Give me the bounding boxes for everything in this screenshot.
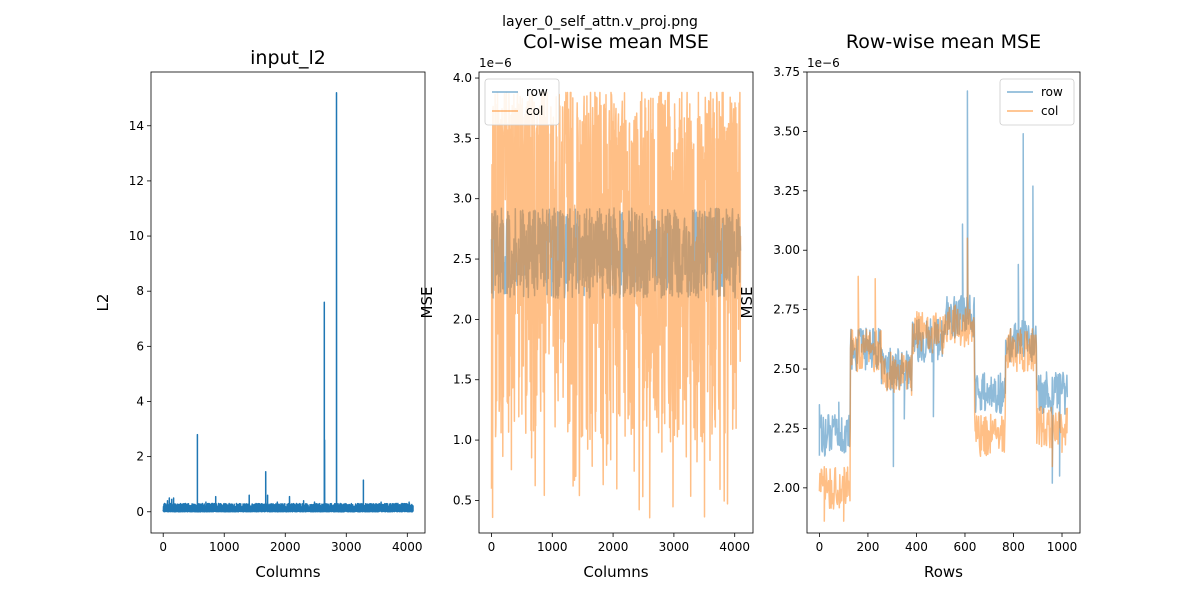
plot-area: [162, 91, 414, 513]
y-tick-label: 3.00: [773, 243, 800, 257]
chart-input-l2: 0 1000 2000 3000 4000 0 2 4 6 8 10 12 14 input_l2 Colu…: [94, 47, 426, 581]
legend-label-col: col: [1041, 104, 1058, 118]
x-tick-label: 200: [856, 540, 879, 554]
x-axis-label: Columns: [255, 563, 320, 581]
y-offset-text: 1e−6: [807, 56, 840, 70]
chart-row-wise-mse: 0 200 400 600 800 1000 2.00 2.25 2.50 2.75 3.00 3.2…: [738, 31, 1081, 581]
legend: row col: [484, 78, 560, 126]
y-tick-label: 8: [136, 284, 144, 298]
y-tick-label: 3.75: [773, 65, 800, 79]
y-axis-label: L2: [94, 294, 112, 312]
x-tick-label: 1000: [209, 540, 240, 554]
chart-title: Col-wise mean MSE: [523, 31, 709, 53]
y-tick-label: 2.25: [773, 421, 800, 435]
chart-col-wise-mse: 0 1000 2000 3000 4000 0.5 1.0 1.5 2.0 2.5 3.0 3.5 4.…: [418, 31, 754, 581]
y-axis-label: MSE: [418, 287, 436, 319]
y-tick-label: 1.5: [453, 373, 472, 387]
legend: row col: [999, 78, 1075, 126]
y-offset-text: 1e−6: [479, 56, 512, 70]
y-tick-label: 3.5: [453, 131, 472, 145]
y-axis-label: MSE: [738, 287, 756, 319]
x-tick-label: 0: [159, 540, 167, 554]
legend-label-col: col: [526, 104, 543, 118]
y-tick-label: 2: [136, 450, 144, 464]
plot-area: [490, 91, 742, 519]
series-line-col: [490, 91, 742, 519]
y-tick-label: 2.0: [453, 312, 472, 326]
x-axis-label: Columns: [583, 563, 648, 581]
y-tick-label: 0.5: [453, 493, 472, 507]
x-tick-label: 2000: [270, 540, 301, 554]
y-tick-label: 14: [129, 119, 144, 133]
chart-title: input_l2: [250, 47, 326, 69]
figure-suptitle: layer_0_self_attn.v_proj.png: [502, 14, 698, 30]
y-tick-label: 3.50: [773, 124, 800, 138]
x-tick-label: 3000: [659, 540, 690, 554]
y-tick-label: 12: [129, 174, 144, 188]
x-tick-label: 600: [954, 540, 977, 554]
y-tick-label: 4: [136, 394, 144, 408]
x-tick-label: 400: [905, 540, 928, 554]
x-tick-label: 0: [816, 540, 824, 554]
y-tick-label: 2.00: [773, 481, 800, 495]
y-tick-label: 4.0: [453, 71, 472, 85]
axes-frame: [150, 71, 426, 534]
legend-box: [484, 78, 560, 126]
y-tick-label: 10: [129, 229, 144, 243]
y-tick-label: 1.0: [453, 433, 472, 447]
x-tick-label: 4000: [719, 540, 750, 554]
series-line-l2: [162, 91, 414, 513]
plot-area: [818, 90, 1069, 522]
series-line-col: [818, 237, 1069, 522]
y-tick-label: 6: [136, 339, 144, 353]
y-tick-label: 3.25: [773, 184, 800, 198]
y-tick-label: 2.5: [453, 252, 472, 266]
y-tick-label: 0: [136, 505, 144, 519]
legend-label-row: row: [526, 85, 548, 99]
axes-frame: [478, 71, 754, 534]
y-tick-label: 2.75: [773, 303, 800, 317]
x-tick-label: 4000: [392, 540, 423, 554]
legend-label-row: row: [1041, 85, 1063, 99]
x-tick-label: 2000: [598, 540, 629, 554]
x-tick-label: 800: [1002, 540, 1025, 554]
x-tick-label: 1000: [537, 540, 568, 554]
x-axis-label: Rows: [924, 563, 963, 581]
x-tick-label: 0: [488, 540, 496, 554]
legend-box: [999, 78, 1075, 126]
axes-frame: [806, 71, 1081, 534]
y-tick-label: 2.50: [773, 362, 800, 376]
chart-title: Row-wise mean MSE: [846, 31, 1041, 53]
x-tick-label: 1000: [1047, 540, 1078, 554]
y-tick-label: 3.0: [453, 192, 472, 206]
x-tick-label: 3000: [331, 540, 362, 554]
